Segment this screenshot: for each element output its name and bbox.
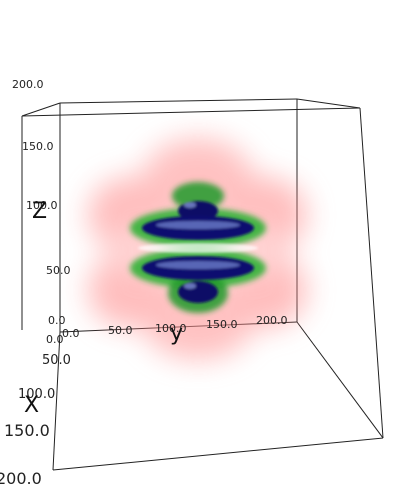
box-edge-bottom-right: [296, 321, 384, 439]
box-edge-bottom-front: [52, 437, 384, 471]
y-tick: 50.0: [108, 324, 133, 337]
core-top-highlight: [184, 202, 196, 208]
ring-highlight-upper: [156, 221, 240, 229]
z-tick: 200.0: [12, 78, 44, 91]
z-tick: 50.0: [46, 264, 71, 277]
y-tick: 100.0: [155, 322, 187, 335]
x-tick: 150.0: [4, 421, 50, 440]
z-tick: 0.0: [48, 314, 66, 327]
y-axis: 0.0 50.0 100.0 150.0 200.0 y: [62, 314, 288, 346]
box-edge-top-left: [21, 102, 61, 117]
box-edge-right-vertical: [359, 107, 384, 439]
z-tick: 100.0: [26, 199, 58, 212]
x-axis: 0.0 50.0 100.0 150.0 200.0 X: [0, 333, 71, 488]
box-edge-top-back: [59, 98, 298, 104]
x-tick: 100.0: [18, 387, 55, 402]
center-gap: [138, 243, 258, 253]
x-tick: 50.0: [42, 353, 71, 368]
core-bottom-highlight: [184, 283, 196, 289]
outer-lobe-top: [143, 138, 253, 218]
green-cap-top: [172, 182, 224, 210]
z-axis-title: Z: [32, 199, 47, 224]
y-tick: 200.0: [256, 314, 288, 327]
x-tick: 0.0: [46, 333, 64, 346]
outer-lobe-bottom: [143, 284, 253, 360]
isosurface-volume: [88, 138, 307, 360]
x-tick: 200.0: [0, 469, 42, 488]
box-edge-bottom-left: [52, 331, 61, 471]
y-tick: 150.0: [206, 318, 238, 331]
y-axis-title: y: [170, 321, 183, 346]
x-axis-title: X: [24, 393, 39, 418]
z-axis: 200.0 150.0 100.0 50.0 0.0 Z: [12, 78, 71, 327]
ring-highlight-lower: [156, 261, 240, 269]
box-edge-top-right: [296, 98, 361, 109]
box-edge-top-front: [21, 107, 361, 117]
z-tick: 150.0: [22, 140, 54, 153]
y-tick: 0.0: [62, 327, 80, 340]
core-bottom: [178, 281, 218, 303]
